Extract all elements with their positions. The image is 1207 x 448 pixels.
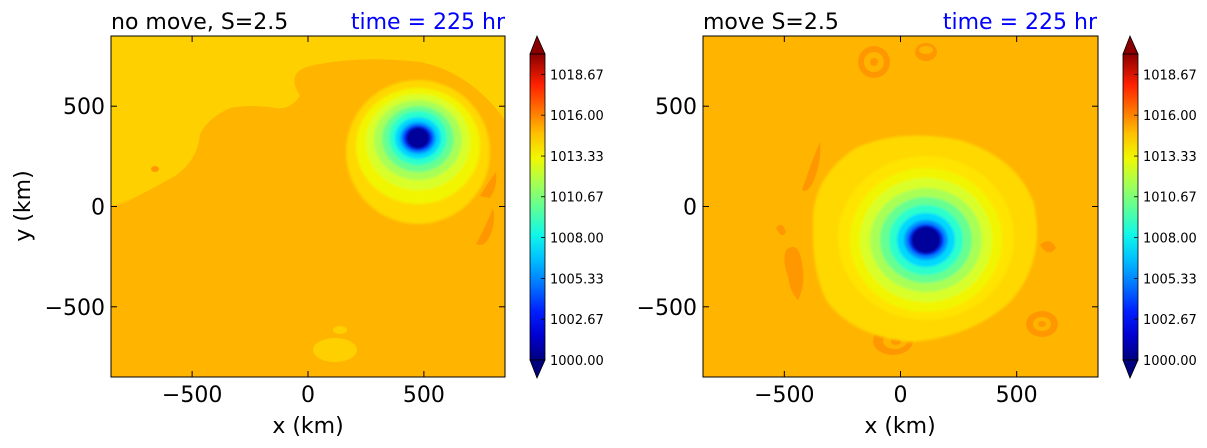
colorbar-tick-label: 1010.67 [1143, 191, 1197, 206]
vortex-right [812, 135, 1037, 342]
panel-right-axes: −500 0 500 −500 0 500 [637, 36, 1098, 408]
colorbar-left-extend-max [529, 34, 546, 55]
panel-left: no move, S=2.5 time = 225 hr [11, 10, 604, 439]
x-tick-label: 500 [403, 383, 445, 408]
orange-fleck-2 [1040, 241, 1056, 253]
colorbar-left-ticks: 1000.00 1002.67 1005.33 1008.00 1010.67 1013.… [541, 68, 604, 369]
field-plateau-edge [111, 199, 131, 207]
bottom-yellow-blob-2 [333, 326, 347, 334]
vortex-core [406, 127, 430, 149]
orange-streak-left-2 [802, 142, 821, 191]
panel-left-ylabel: y (km) [11, 170, 36, 241]
colorbar-tick-label: 1000.00 [550, 354, 604, 369]
vortex-left [346, 80, 490, 224]
colorbar-tick-label: 1002.67 [550, 313, 604, 328]
colorbar-tick-label: 1016.00 [1143, 109, 1197, 124]
colorbar-tick-label: 1002.67 [1143, 313, 1197, 328]
panel-right-title: move S=2.5 [703, 10, 839, 35]
vortex-core [911, 226, 941, 254]
orange-streak-2 [480, 172, 497, 198]
y-tick-label: −500 [45, 296, 105, 321]
y-tick-label: 500 [655, 95, 697, 120]
panel-right-time-label: time = 225 hr [943, 10, 1098, 35]
colorbar-left-extend-min [529, 359, 546, 380]
colorbar-right-ticks: 1000.00 1002.67 1005.33 1008.00 1010.67 1013.… [1134, 68, 1197, 369]
y-tick-label: −500 [637, 296, 697, 321]
colorbar-tick-label: 1018.67 [1143, 68, 1197, 83]
x-tick-label: 0 [301, 383, 315, 408]
panel-left-time-label: time = 225 hr [351, 10, 506, 35]
colorbar-right-body [1122, 53, 1139, 361]
colorbar-tick-label: 1016.00 [550, 109, 604, 124]
colorbar-tick-label: 1005.33 [550, 272, 604, 287]
panel-left-axes: −500 0 500 −500 0 500 [45, 36, 505, 408]
panel-left-contour-field [111, 36, 505, 377]
panel-left-title: no move, S=2.5 [111, 10, 288, 35]
panel-right-contour-field [703, 36, 1098, 377]
panel-right-xlabel: x (km) [864, 414, 935, 439]
colorbar-right-extend-max [1122, 34, 1139, 55]
orange-streak-left [784, 246, 804, 300]
colorbar-tick-label: 1013.33 [1143, 150, 1197, 165]
colorbar-tick-label: 1013.33 [550, 150, 604, 165]
colorbar-left-body [529, 53, 546, 361]
colorbar-tick-label: 1010.67 [550, 191, 604, 206]
colorbar-tick-label: 1005.33 [1143, 272, 1197, 287]
eddy-top-2-inner [919, 46, 933, 54]
small-orange-blob [151, 166, 159, 172]
y-tick-label: 0 [683, 196, 697, 221]
orange-fleck [776, 224, 786, 236]
colorbar-tick-label: 1008.00 [550, 232, 604, 247]
colorbar-right-extend-min [1122, 359, 1139, 380]
colorbar-tick-label: 1018.67 [550, 68, 604, 83]
eddy-bottom-right-core [1038, 321, 1046, 327]
field-plateau-yellow [111, 36, 505, 206]
panel-right-colorbar: 1000.00 1002.67 1005.33 1008.00 1010.67 1013.… [1122, 34, 1197, 380]
eddy-top-1-core [870, 58, 878, 66]
y-tick-label: 500 [63, 95, 105, 120]
bottom-yellow-blob [313, 338, 357, 362]
x-tick-label: 0 [894, 383, 908, 408]
panel-left-xlabel: x (km) [272, 414, 343, 439]
panel-right: move S=2.5 time = 225 hr [637, 10, 1197, 439]
x-tick-label: 500 [996, 383, 1038, 408]
x-tick-label: −500 [162, 383, 222, 408]
colorbar-tick-label: 1008.00 [1143, 232, 1197, 247]
panel-left-colorbar: 1000.00 1002.67 1005.33 1008.00 1010.67 1013.… [529, 34, 604, 380]
x-tick-label: −500 [754, 383, 814, 408]
orange-streak-1 [476, 208, 494, 245]
y-tick-label: 0 [91, 196, 105, 221]
colorbar-tick-label: 1000.00 [1143, 354, 1197, 369]
